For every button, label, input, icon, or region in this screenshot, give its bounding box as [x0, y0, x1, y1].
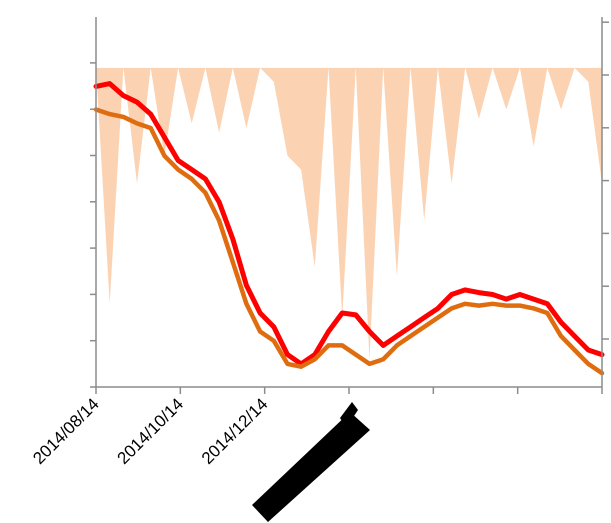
secondary-line-path: [93, 107, 605, 376]
x-tick-label: 2014/10/14: [114, 394, 188, 468]
redaction-bar: [252, 412, 370, 522]
ticks: [90, 21, 609, 394]
x-tick-label: 2014/12/14: [198, 394, 272, 468]
primary-line-path: [93, 81, 605, 367]
shaded-area: [96, 67, 602, 360]
redaction-mark: [252, 402, 370, 522]
redaction-bar-top: [340, 402, 358, 428]
line-series-group: [93, 81, 605, 376]
shaded-area-series: [96, 67, 602, 360]
x-tick-labels: 2014/08/14 2014/10/14 2014/12/14: [29, 394, 271, 468]
x-tick-label: 2014/08/14: [29, 394, 103, 468]
